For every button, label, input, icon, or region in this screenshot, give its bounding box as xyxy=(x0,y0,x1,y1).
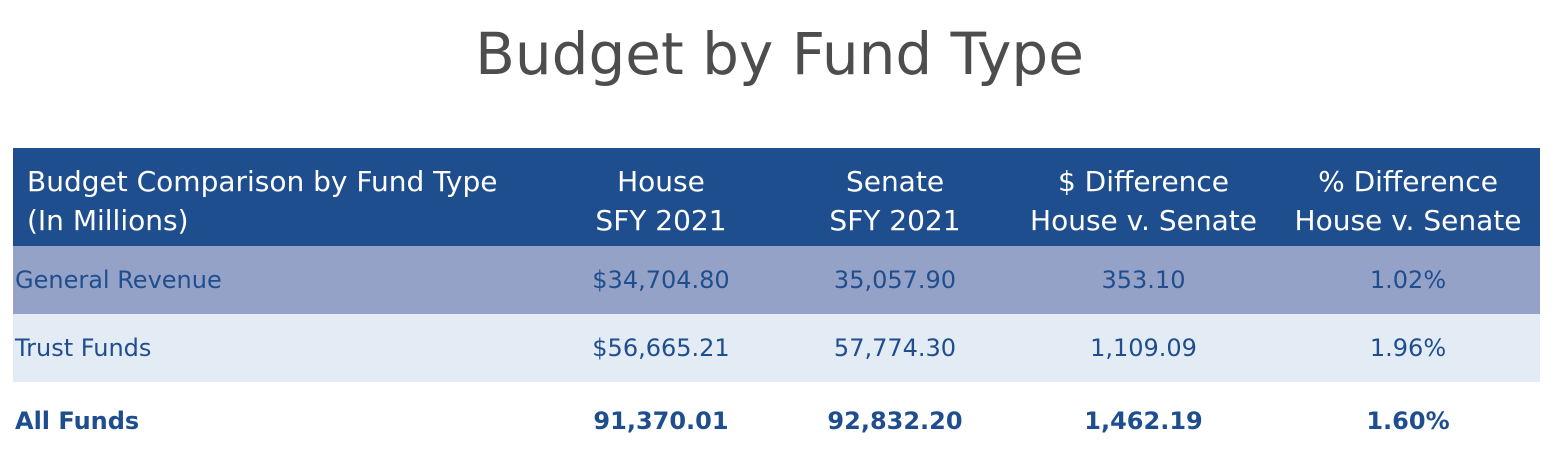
cell-senate: 35,057.90 xyxy=(833,266,957,294)
header-fund-type: Budget Comparison by Fund Type (In Milli… xyxy=(27,165,498,237)
cell-house: $56,665.21 xyxy=(592,334,730,362)
total-percent-difference: 1.60% xyxy=(1366,406,1450,435)
cell-dollar-difference: 353.10 xyxy=(1101,266,1186,294)
cell-percent-difference: 1.96% xyxy=(1369,334,1447,362)
cell-percent-difference: 1.02% xyxy=(1369,266,1447,294)
total-senate: 92,832.20 xyxy=(827,406,963,435)
page-title: Budget by Fund Type xyxy=(475,20,1084,88)
cell-dollar-difference: 1,109.09 xyxy=(1090,334,1197,362)
header-house-sfy-2021: House SFY 2021 xyxy=(595,165,727,237)
cell-senate: 57,774.30 xyxy=(833,334,957,362)
budget-comparison-table: Budget Comparison by Fund Type (In Milli… xyxy=(13,148,1540,451)
table-row: General Revenue $34,704.80 35,057.90 353… xyxy=(13,246,1540,314)
header-senate-sfy-2021: Senate SFY 2021 xyxy=(829,165,961,237)
total-row: All Funds 91,370.01 92,832.20 1,462.19 1… xyxy=(13,382,1540,451)
row-label: General Revenue xyxy=(15,266,222,294)
total-dollar-difference: 1,462.19 xyxy=(1084,406,1203,435)
row-label: Trust Funds xyxy=(15,334,152,362)
total-label: All Funds xyxy=(15,406,140,435)
header-percent-difference: % Difference House v. Senate xyxy=(1294,165,1522,237)
header-dollar-difference: $ Difference House v. Senate xyxy=(1030,165,1257,237)
cell-house: $34,704.80 xyxy=(592,266,730,294)
table-row: Trust Funds $56,665.21 57,774.30 1,109.0… xyxy=(13,314,1540,382)
table-header-row: Budget Comparison by Fund Type (In Milli… xyxy=(13,148,1540,246)
total-house: 91,370.01 xyxy=(593,406,729,435)
